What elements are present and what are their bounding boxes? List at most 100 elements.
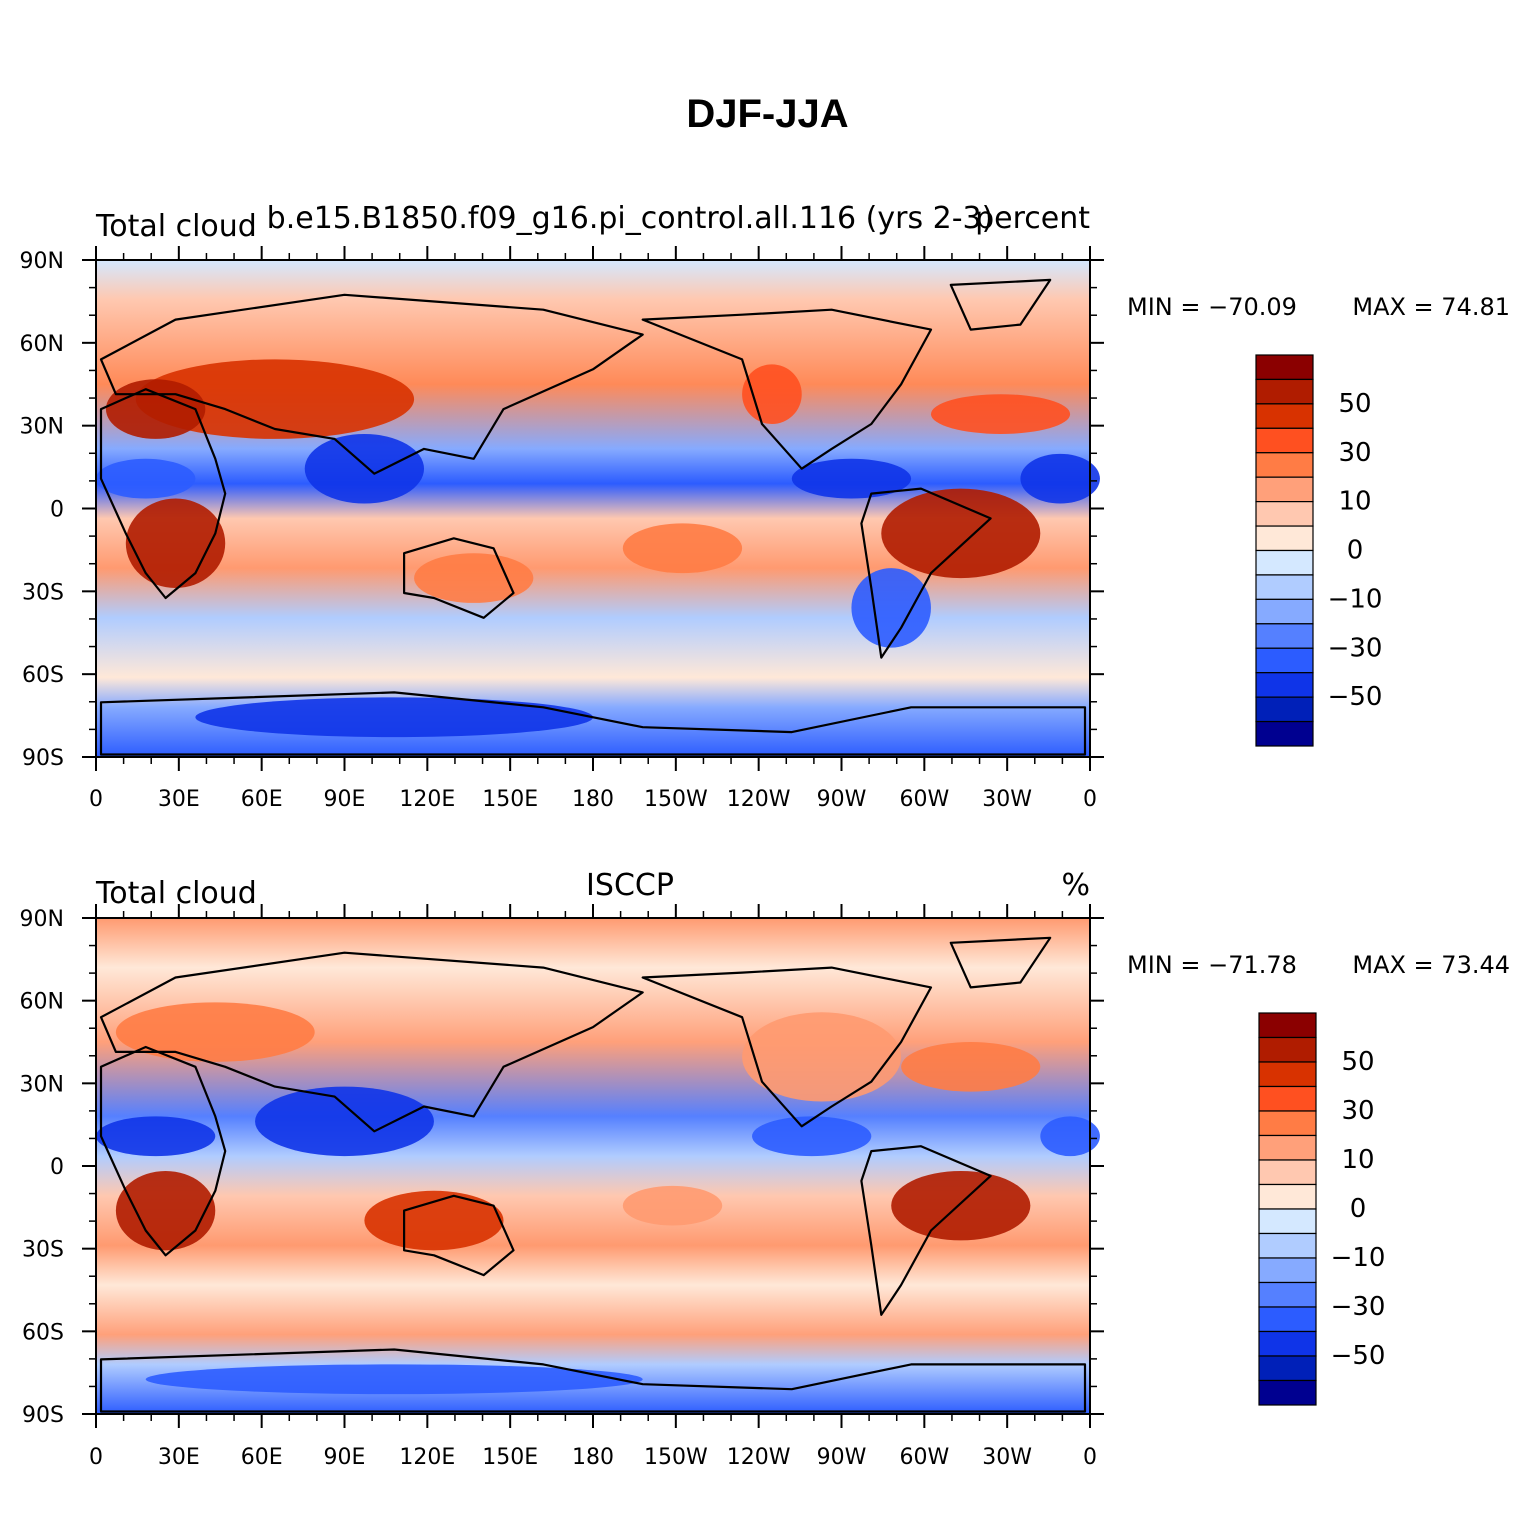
colorbar-swatch (1258, 1110, 1317, 1137)
lon-label: 150E (482, 1445, 538, 1470)
colorbar-swatch (1258, 1306, 1317, 1333)
map-panel-2: 90N 60N 30N 0 30S 60S 90S 0 30E 60E 90E 120E 150E 180… (20, 868, 1510, 1470)
colorbar-swatch (1255, 452, 1314, 478)
anomaly-blob (891, 1170, 1031, 1241)
coastline (949, 278, 1052, 331)
coastline (403, 537, 515, 619)
colorbar-swatch (1258, 1134, 1317, 1161)
colorbar: 50 30 10 0 −10 −30 −50 (1255, 354, 1383, 747)
lon-label: 180 (572, 787, 614, 812)
anomaly-blob (622, 1185, 723, 1226)
colorbar-swatch (1255, 623, 1314, 649)
colorbar-swatch (1255, 403, 1314, 429)
colorbar-label: 30 (1341, 1096, 1374, 1126)
lon-label: 90E (324, 787, 366, 812)
anomaly-blob (255, 1086, 434, 1157)
lon-label: 120W (727, 1445, 791, 1470)
colorbar-label: −30 (1331, 1292, 1386, 1322)
colorbar-swatch (1255, 720, 1314, 747)
lat-label: 90S (22, 1403, 64, 1428)
colorbar-label: 0 (1350, 1194, 1367, 1224)
colorbar-swatch (1258, 1355, 1317, 1382)
anomaly-blob (901, 1042, 1041, 1092)
panel-right-label: % (1061, 868, 1090, 903)
coastline (99, 293, 644, 475)
coastline (403, 1194, 515, 1277)
colorbar-swatch (1255, 525, 1314, 552)
lat-label: 90N (20, 907, 64, 932)
lon-label: 30E (158, 1445, 200, 1470)
colorbar-swatch (1258, 1281, 1317, 1308)
anomaly-blob (752, 1116, 872, 1157)
lon-label: 180 (572, 1445, 614, 1470)
lat-label: 30N (20, 1072, 64, 1097)
anomaly-blob (851, 568, 931, 648)
colorbar-label: −30 (1328, 633, 1383, 663)
coastline (99, 1045, 227, 1257)
colorbar-label: 50 (1341, 1047, 1374, 1077)
lon-label: 60W (899, 787, 949, 812)
max-value-label: MAX = 74.81 (1352, 293, 1510, 321)
coastline (99, 1348, 1087, 1413)
lon-label: 0 (1083, 1445, 1097, 1470)
colorbar-label: −10 (1331, 1243, 1386, 1273)
min-value-label: MIN = −71.78 (1127, 951, 1297, 979)
lon-label: 90W (817, 1445, 867, 1470)
colorbar-swatch (1255, 427, 1314, 454)
colorbar-swatch (1255, 647, 1314, 674)
coastline (860, 487, 992, 659)
colorbar-swatch (1258, 1330, 1317, 1357)
lon-label: 90E (324, 1445, 366, 1470)
panel-center-label: ISCCP (586, 868, 674, 903)
anomaly-blob (881, 488, 1041, 579)
colorbar-swatch (1258, 1183, 1317, 1210)
lon-label: 150W (644, 787, 708, 812)
lat-label: 60N (20, 990, 64, 1015)
lon-label: 120W (727, 787, 791, 812)
lat-label: 60S (22, 1320, 64, 1345)
colorbar-swatch (1255, 598, 1314, 625)
colorbar-swatch (1258, 1012, 1317, 1039)
anomaly-blob (115, 1170, 216, 1251)
panel-right-label: percent (975, 201, 1090, 236)
map-panel-1: 90N 60N 30N 0 30S 60S 90S 0 30E 60E 90E 120E 150E 180… (20, 201, 1510, 812)
colorbar-label: −10 (1328, 584, 1383, 614)
colorbar-swatch (1258, 1257, 1317, 1284)
lat-label: 30S (22, 1238, 64, 1263)
coastline (949, 936, 1052, 989)
lon-label: 90W (817, 787, 867, 812)
colorbar-swatch (1258, 1085, 1317, 1112)
lat-label: 0 (50, 1155, 64, 1180)
anomaly-blob (115, 1002, 315, 1062)
anomaly-blob (364, 1190, 504, 1251)
max-value-label: MAX = 73.44 (1352, 951, 1510, 979)
lon-label: 30W (982, 1445, 1032, 1470)
lat-label: 60S (22, 663, 64, 688)
lon-label: 150W (644, 1445, 708, 1470)
lon-label: 60E (241, 787, 283, 812)
colorbar-label: 30 (1338, 438, 1371, 468)
colorbar-swatch (1258, 1159, 1317, 1186)
coastline (641, 966, 933, 1128)
colorbar-label: 10 (1338, 487, 1371, 517)
coastline (641, 308, 933, 470)
anomaly-blob (145, 1364, 643, 1395)
anomaly-blob (742, 364, 802, 425)
anomaly-blob (1040, 1116, 1100, 1157)
colorbar-swatch (1258, 1379, 1317, 1406)
colorbar-swatch (1255, 354, 1314, 381)
lon-label: 0 (89, 1445, 103, 1470)
lat-label: 0 (50, 498, 64, 523)
lat-label: 30N (20, 415, 64, 440)
colorbar-swatch (1258, 1232, 1317, 1259)
figure-title: DJF-JJA (686, 92, 849, 136)
colorbar-label: −50 (1328, 682, 1383, 712)
colorbar-label: 0 (1347, 536, 1364, 566)
anomaly-blob (1020, 453, 1100, 504)
colorbar-swatch (1255, 672, 1314, 698)
colorbar: 50 30 10 0 −10 −30 −50 (1258, 1012, 1386, 1406)
anomaly-blob (125, 498, 226, 589)
anomaly-blob (742, 1012, 902, 1102)
lat-label: 90S (22, 746, 64, 771)
coastline (99, 951, 644, 1133)
